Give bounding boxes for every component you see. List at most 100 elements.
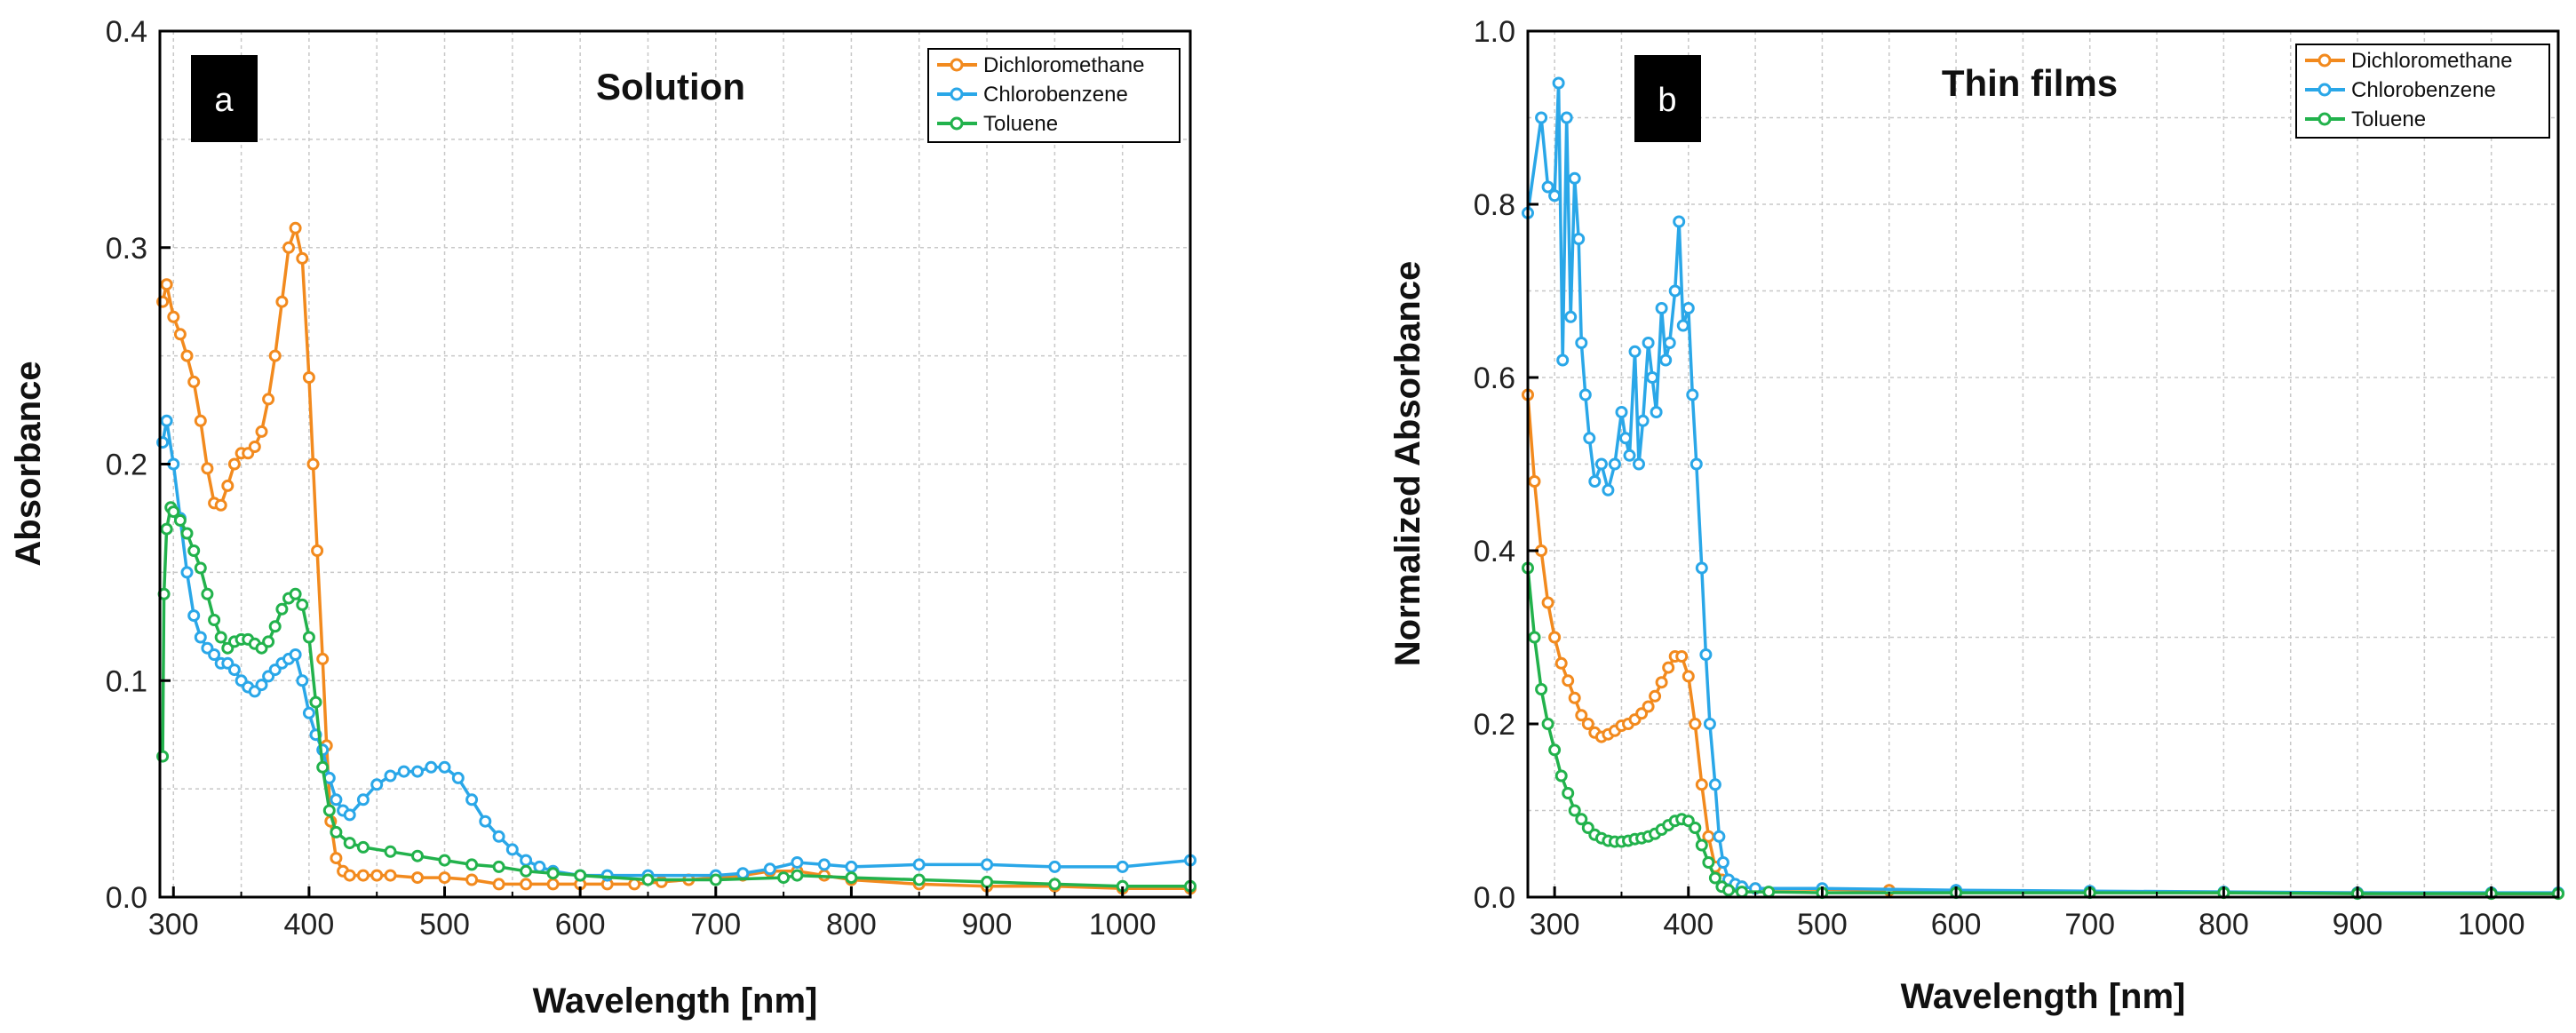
x-tick-label: 900 [962, 908, 1013, 942]
data-point [777, 871, 791, 885]
data-point [160, 522, 173, 536]
data-point [311, 544, 324, 557]
data-point [438, 871, 451, 885]
legend-label: Toluene [2351, 107, 2426, 131]
data-point [574, 869, 587, 882]
x-tick-label: 400 [284, 908, 335, 942]
data-point [302, 371, 315, 384]
data-point [384, 845, 397, 858]
data-point [1689, 822, 1702, 834]
data-point [1655, 676, 1668, 689]
data-point [1623, 449, 1636, 462]
legend-label: Chlorobenzene [2351, 78, 2496, 102]
data-point [533, 860, 546, 873]
x-tick-label: 700 [2064, 908, 2115, 942]
x-tick-label: 900 [2333, 908, 2383, 942]
data-point [641, 873, 655, 886]
data-point [1528, 475, 1541, 488]
data-point [1708, 871, 1721, 885]
legend-label: Dichloromethane [2351, 49, 2512, 73]
data-point [316, 760, 330, 774]
data-point [268, 620, 282, 633]
data-point [306, 457, 320, 471]
data-point [343, 869, 356, 882]
y-tick-label: 0.4 [1474, 535, 1515, 568]
data-point [1655, 302, 1668, 314]
panel-title-b: Thin films [1942, 62, 2118, 104]
data-point [1048, 860, 1061, 873]
legend-a: Dichloromethane Chlorobenzene Toluene [927, 48, 1181, 143]
x-tick-label: 1000 [2458, 908, 2525, 942]
data-point [628, 878, 641, 891]
data-point [1541, 718, 1554, 730]
data-point [282, 241, 295, 254]
data-point [465, 858, 479, 871]
data-point [248, 441, 261, 453]
data-point [1690, 457, 1703, 471]
legend-entry-toluene-a: Toluene [937, 112, 1058, 136]
data-point [1575, 709, 1588, 722]
data-point [1646, 371, 1659, 384]
data-point [296, 251, 309, 265]
x-tick-label: 300 [1530, 908, 1580, 942]
data-point [1560, 111, 1573, 124]
x-tick-label: 300 [148, 908, 199, 942]
data-point [736, 867, 750, 880]
data-point [1548, 631, 1562, 644]
x-tick-label: 800 [826, 908, 877, 942]
data-point [763, 862, 776, 876]
data-point [289, 221, 302, 234]
data-point [268, 349, 282, 362]
data-point [912, 873, 926, 886]
data-point [1662, 661, 1675, 674]
data-point [356, 869, 370, 882]
y-tick-label: 0.2 [1474, 708, 1515, 742]
data-point [1762, 886, 1776, 899]
data-point [1568, 804, 1581, 817]
panel-badge-b [1634, 55, 1701, 142]
data-point [160, 278, 173, 291]
data-point [316, 652, 330, 665]
x-tick-label: 600 [555, 908, 606, 942]
data-point [180, 566, 194, 579]
data-point [1116, 860, 1129, 873]
data-point [1535, 111, 1548, 124]
data-point [912, 858, 926, 871]
y-axis-title-a: Absorbance [9, 361, 48, 566]
data-point [1636, 414, 1650, 427]
data-point [227, 457, 241, 471]
data-point [255, 425, 268, 438]
data-point [1663, 337, 1676, 349]
data-point [330, 852, 343, 865]
data-point [384, 769, 397, 783]
panel-title-a: Solution [596, 66, 745, 107]
y-tick-label: 0.0 [106, 881, 147, 915]
data-point [709, 873, 722, 886]
data-point [160, 414, 173, 427]
data-point [492, 830, 505, 843]
data-point [1642, 337, 1655, 349]
data-point [1608, 457, 1621, 471]
data-point [505, 843, 519, 856]
data-point [438, 760, 451, 774]
series-toluene [1522, 561, 2564, 901]
x-tick-label: 500 [419, 908, 470, 942]
series-layer-b [1522, 76, 2564, 901]
data-point [214, 498, 227, 512]
data-point [1668, 284, 1682, 298]
data-point [1682, 670, 1695, 683]
legend-swatch-marker [2318, 112, 2332, 126]
data-point [167, 310, 180, 323]
data-point [1562, 787, 1575, 799]
data-point [180, 527, 194, 540]
axes-frame-b [1526, 29, 2560, 899]
data-point [1556, 354, 1570, 367]
data-point [255, 679, 268, 692]
data-point [1583, 432, 1596, 445]
data-point [343, 808, 356, 822]
y-tick-label: 0.6 [1474, 362, 1515, 395]
y-tick-label: 1.0 [1474, 15, 1515, 49]
y-tick-label: 0.3 [106, 232, 147, 266]
x-axis-title-a: Wavelength [nm] [533, 981, 818, 1021]
